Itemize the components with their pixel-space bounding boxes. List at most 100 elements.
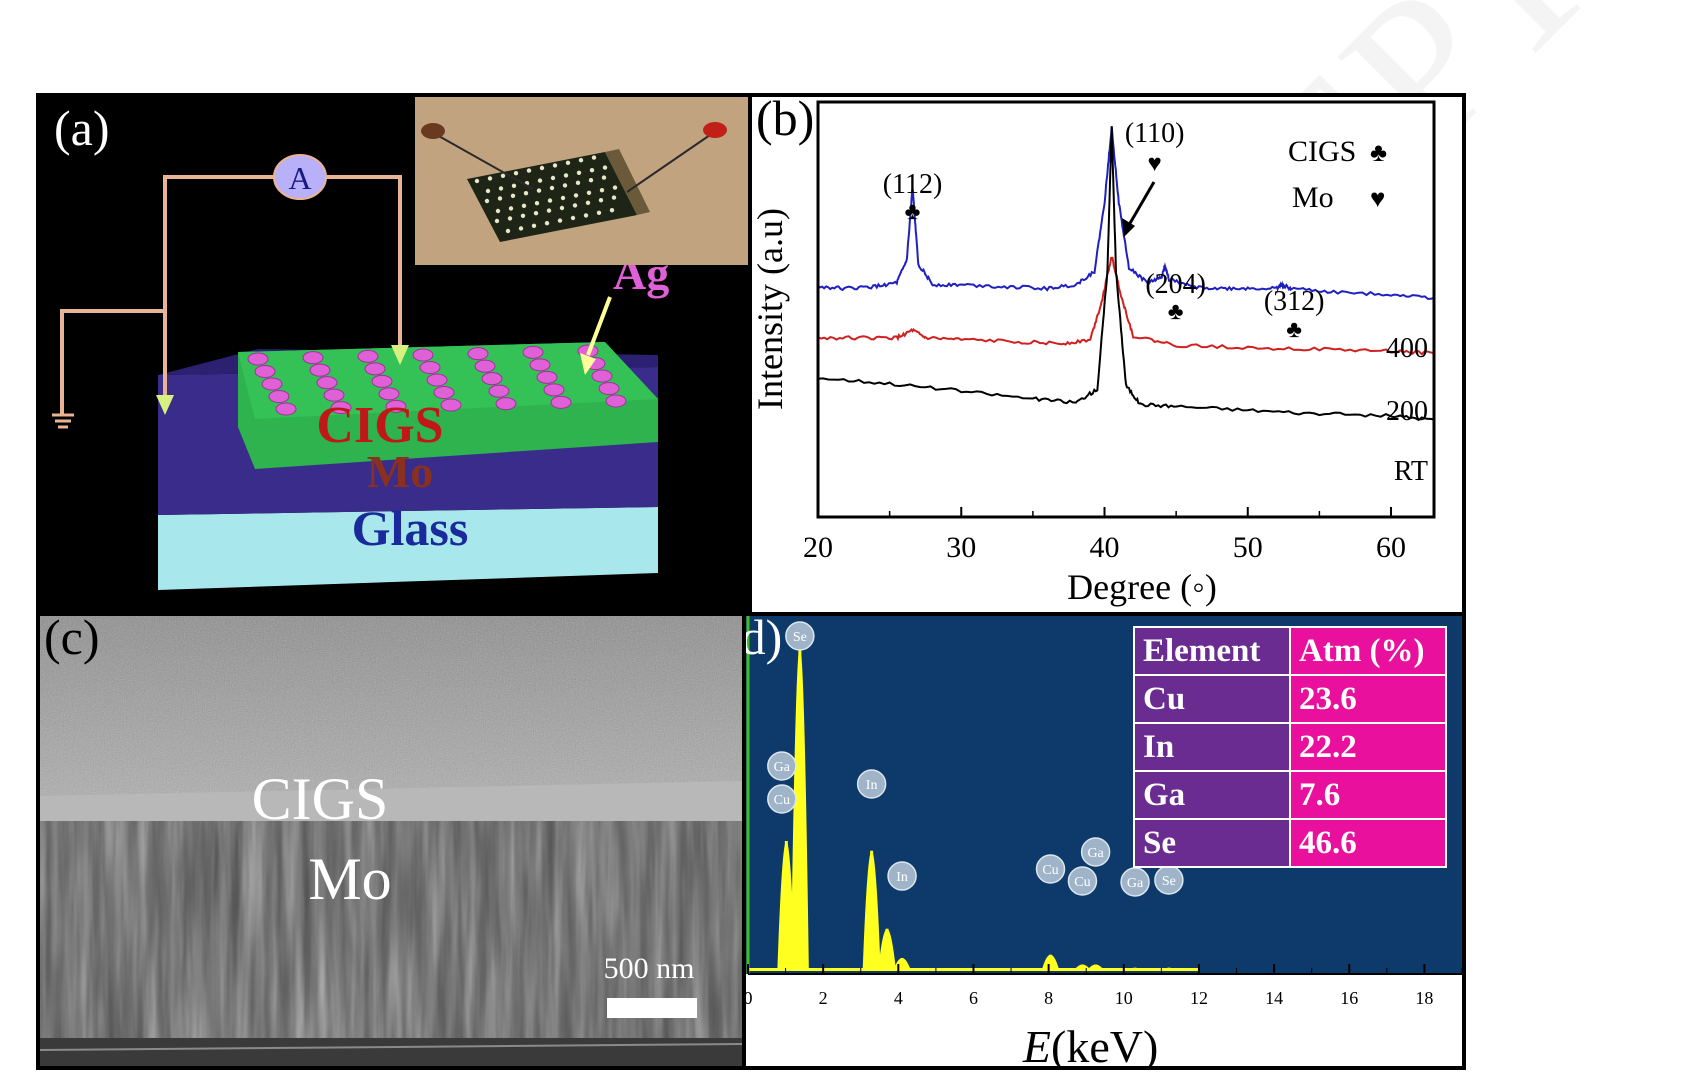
measurement-wires <box>60 175 402 415</box>
mo-layer-label: Mo <box>367 446 433 497</box>
ag-dot <box>488 384 510 398</box>
header-element: Element <box>1133 626 1291 676</box>
peak-symbol: ♥ <box>1148 151 1162 177</box>
series-label-400: 400 <box>1386 333 1428 364</box>
legend-cigs-label: CIGS <box>1288 135 1356 168</box>
ag-dot <box>440 398 462 412</box>
ag-dot <box>433 386 455 399</box>
element-cell: Se <box>1133 818 1291 868</box>
table-header-row: Element Atm (%) <box>1133 626 1447 676</box>
panel-b-xrd-chart: 20 30 40 50 60 Intensity (a.u) Degree (◦) (1… <box>752 97 1462 612</box>
element-cell: Ga <box>1133 770 1291 820</box>
panel-d-label: (d) <box>746 616 783 665</box>
edx-element-marker <box>1120 867 1150 897</box>
element-cell: In <box>1133 722 1291 772</box>
ag-dot <box>591 369 613 383</box>
plot-frame <box>816 100 1436 519</box>
ag-dot <box>357 349 379 363</box>
edx-x-tick-label: 14 <box>1265 988 1283 1008</box>
edx-x-tick-label: 0 <box>746 988 753 1008</box>
probe-tip-right <box>391 345 409 365</box>
edx-element-label: Se <box>793 630 807 645</box>
atm-cell: 23.6 <box>1289 674 1447 724</box>
ag-dot <box>378 387 400 401</box>
x-tick-label: 30 <box>946 531 976 564</box>
xrd-chart: 20 30 40 50 60 Intensity (a.u) Degree (◦) (1… <box>752 100 1436 607</box>
ag-dot <box>323 388 345 402</box>
ag-dot <box>247 352 269 366</box>
probe-wire-right <box>626 134 711 193</box>
edx-element-marker <box>1067 866 1098 896</box>
panel-b-label: (b) <box>756 97 815 146</box>
edx-x-tick-label: 2 <box>819 988 828 1008</box>
table-row: Se 46.6 <box>1133 818 1447 868</box>
x-tick-label: 50 <box>1233 531 1263 564</box>
ag-dot <box>467 347 489 361</box>
ag-dot <box>529 358 551 372</box>
atm-cell: 22.2 <box>1289 722 1447 772</box>
element-cell: Cu <box>1133 674 1291 724</box>
edx-element-marker <box>1080 837 1111 867</box>
edx-x-axis-variable: E <box>1022 1021 1051 1066</box>
edx-element-label: Cu <box>774 793 790 808</box>
edx-element-label: Cu <box>1042 863 1058 878</box>
peak-110-arrow <box>1127 181 1156 226</box>
table-row: Ga 7.6 <box>1133 770 1447 820</box>
ag-dot <box>412 348 434 362</box>
atm-cell: 7.6 <box>1289 770 1447 820</box>
xrd-series-rt <box>817 126 1435 422</box>
ag-dot <box>254 365 276 378</box>
edx-element-label: Cu <box>1074 875 1090 890</box>
ag-dot <box>302 351 324 365</box>
panel-d-edx-spectrum: Se Ga Cu In In Cu Cu Ga Ga Se 0 2 4 6 8 10 12 14 16 18 E (… <box>746 616 1462 1066</box>
atm-cell: 46.6 <box>1289 818 1447 868</box>
xrd-series-200 <box>817 256 1435 356</box>
edx-element-label: Ga <box>1087 846 1104 861</box>
edx-element-marker <box>1035 854 1066 884</box>
edx-x-tick-label: 18 <box>1415 988 1433 1008</box>
ag-dot <box>426 373 448 387</box>
panel-a-label: (a) <box>54 100 110 156</box>
edx-element-marker <box>887 861 917 891</box>
edx-x-tick-label: 6 <box>969 988 978 1008</box>
peak-label: (312) <box>1264 286 1325 317</box>
x-tick-label: 20 <box>803 531 833 564</box>
ag-dot <box>598 382 620 395</box>
peak-label: (110) <box>1125 118 1185 149</box>
table-row: In 22.2 <box>1133 722 1447 772</box>
glass-layer <box>158 507 658 590</box>
device-schematic: A Ag CIGS Mo Glass <box>52 154 669 590</box>
peak-symbol: ♣ <box>905 199 921 225</box>
header-atm: Atm (%) <box>1289 626 1447 676</box>
probe-wire-left <box>436 134 534 190</box>
ag-dot <box>605 394 627 408</box>
x-axis-label: Degree (◦) <box>1067 567 1217 607</box>
legend-mo-label: Mo <box>1292 181 1334 214</box>
legend-mo-symbol: ♥ <box>1370 184 1385 213</box>
legend-cigs-symbol: ♣ <box>1370 138 1387 167</box>
edx-x-tick-label: 16 <box>1340 988 1358 1008</box>
y-axis-label: Intensity (a.u) <box>752 208 790 410</box>
series-label-rt: RT <box>1394 456 1428 487</box>
ag-dot <box>371 374 393 388</box>
edx-element-marker <box>856 769 887 799</box>
table-row: Cu 23.6 <box>1133 674 1447 724</box>
edx-element-marker <box>767 751 797 781</box>
cigs-layer-label: CIGS <box>316 397 443 454</box>
ag-dot <box>364 362 386 376</box>
edx-x-axis-unit: (keV) <box>1051 1021 1158 1066</box>
edx-element-label: Se <box>1162 874 1176 889</box>
ag-dot <box>419 361 441 374</box>
ag-dot <box>309 363 331 377</box>
ag-arrow <box>586 296 612 356</box>
peak-symbol: ♣ <box>1168 299 1184 325</box>
glass-layer-label: Glass <box>352 500 469 556</box>
panel-a-device-schematic: A Ag CIGS Mo Glass (a) <box>40 97 748 612</box>
ag-dot <box>268 390 290 403</box>
ag-dot <box>495 397 517 411</box>
mo-region-label: Mo <box>308 846 391 912</box>
ag-dot <box>536 370 558 384</box>
ag-dot <box>330 401 352 415</box>
series-label-200: 200 <box>1386 396 1428 427</box>
composition-table: Element Atm (%) Cu 23.6 In 22.2 Ga 7.6 S… <box>1133 626 1447 868</box>
